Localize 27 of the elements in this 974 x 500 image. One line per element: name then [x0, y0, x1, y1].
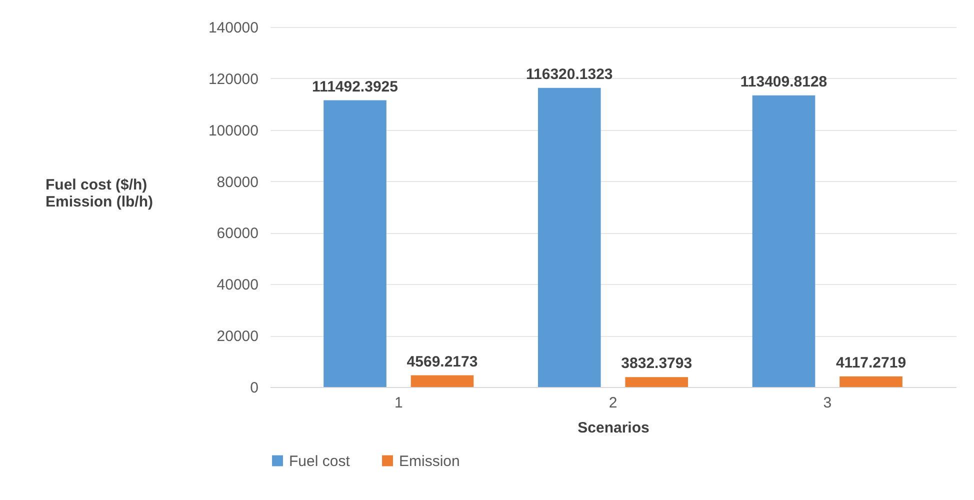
y-tick-label: 0	[250, 380, 258, 396]
x-tick-label: 3	[823, 394, 832, 412]
legend-label: Emission	[399, 452, 460, 470]
data-label: 113409.8128	[740, 73, 828, 90]
y-tick-label: 100000	[208, 122, 258, 140]
bar	[840, 376, 902, 387]
y-tick-label: 80000	[216, 174, 258, 191]
data-label: 4117.2719	[836, 354, 906, 372]
y-tick-label: 20000	[216, 328, 258, 346]
data-label: 4569.2173	[406, 353, 478, 370]
data-label: 3832.3793	[621, 355, 692, 372]
y-tick-label: 120000	[208, 70, 258, 88]
bar	[625, 377, 688, 387]
x-tick-label: 1	[394, 394, 403, 412]
bar	[538, 88, 601, 387]
bar	[410, 375, 474, 387]
data-label: 111492.3925	[312, 78, 398, 96]
x-axis-title: Scenarios	[578, 420, 650, 436]
legend-label: Fuel cost	[289, 452, 351, 470]
y-axis-title: Fuel cost ($/h) Emission (lb/h)	[46, 176, 154, 210]
bar	[752, 95, 816, 387]
data-label: 116320.1323	[526, 66, 613, 83]
bar	[324, 100, 386, 387]
y-tick-label: 140000	[208, 20, 258, 36]
x-tick-label: 2	[608, 394, 618, 412]
y-tick-label: 40000	[216, 276, 258, 294]
y-tick-label: 60000	[216, 225, 258, 242]
